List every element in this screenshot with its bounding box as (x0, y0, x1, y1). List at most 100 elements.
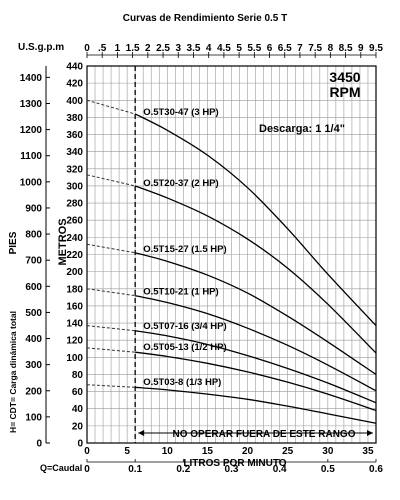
y2-tick-label: 1300 (20, 99, 43, 110)
series-dashed-line (86, 174, 136, 187)
y-tick-label: 160 (66, 301, 83, 312)
y2-tick-label: 200 (25, 386, 42, 397)
y-tick-label: 60 (72, 387, 84, 398)
series-dashed-line (86, 347, 136, 353)
series-label: O.5T05-13 (1/2 HP) (143, 342, 226, 353)
x-tick-label: 10 (162, 446, 174, 457)
series-label: O.5T10-21 (1 HP) (143, 286, 219, 297)
y-tick-label: 40 (72, 404, 84, 415)
x-tick-label: 20 (242, 446, 254, 457)
series-line (135, 294, 377, 392)
y2-tick-label: 900 (25, 203, 42, 214)
bottom-tick-label: 0.1 (128, 464, 142, 475)
x-tick-label: 30 (322, 446, 334, 457)
y-tick-label: 280 (66, 199, 83, 210)
top-tick-label: 7.5 (308, 43, 322, 54)
y-tick-label: 80 (72, 370, 84, 381)
series-label: O.5T30-47 (3 HP) (143, 107, 219, 118)
y-tick-label: 380 (66, 113, 83, 124)
top-tick-label: 4 (206, 43, 212, 54)
top-tick-label: 5 (236, 43, 242, 54)
series-line (134, 252, 377, 375)
y-tick-label: 200 (66, 267, 83, 278)
y2-tick-label: 400 (25, 334, 42, 345)
y2-tick-label: 100 (25, 412, 42, 423)
series-dashed-line (86, 99, 136, 115)
top-tick-label: 9.5 (369, 43, 383, 54)
top-tick-label: 8.5 (339, 43, 353, 54)
series-label: O.5T15-27 (1.5 HP) (143, 244, 226, 255)
top-tick-label: 3.5 (187, 43, 201, 54)
y-axis-label: METROS (57, 218, 69, 265)
y-tick-label: 300 (66, 181, 83, 192)
x-tick-label: 15 (202, 446, 214, 457)
y-tick-label: 340 (66, 147, 83, 158)
top-tick-label: 8 (328, 43, 334, 54)
limit-arrow-right-head (367, 430, 373, 436)
bottom-axis-label: Q=Caudal (40, 463, 82, 473)
bottom-tick-label: 0.5 (321, 464, 335, 475)
top-tick-label: 6.5 (278, 43, 292, 54)
y-tick-label: 140 (66, 319, 83, 330)
top-tick-label: 4.5 (217, 43, 231, 54)
y3-axis-label: H= CDT= Carga dinámica total (8, 311, 18, 433)
series-line (134, 113, 377, 327)
top-tick-label: 0 (84, 43, 90, 54)
top-axis-label: U.S.g.p.m (18, 42, 64, 53)
chart-title: Curvas de Rendimiento Serie 0.5 T (123, 13, 288, 24)
bottom-tick-label: 0 (84, 464, 90, 475)
series-dashed-line (86, 384, 136, 388)
y2-tick-label: 700 (25, 256, 42, 267)
series-dashed-line (86, 325, 136, 332)
series-line (135, 386, 377, 424)
bottom-tick-label: 0.2 (176, 464, 190, 475)
series-line (135, 330, 377, 404)
y2-tick-label: 1100 (20, 151, 42, 162)
y-tick-label: 260 (66, 216, 83, 227)
y2-tick-label: 1000 (20, 177, 43, 188)
y-tick-label: 440 (66, 62, 83, 73)
plot-frame (86, 65, 377, 444)
x-tick-label: 35 (362, 446, 374, 457)
bottom-tick-label: 0.4 (273, 464, 287, 475)
x-tick-label: 0 (84, 446, 90, 457)
y2-tick-label: 0 (36, 439, 42, 450)
limit-arrow-left-head (138, 430, 145, 436)
top-tick-label: 3 (175, 43, 181, 54)
y-tick-label: 320 (66, 164, 83, 175)
series-label: O.5T20-37 (2 HP) (143, 178, 219, 189)
series-line (134, 185, 377, 354)
series-label: O.5T03-8 (1/3 HP) (143, 377, 221, 388)
y-tick-label: 360 (66, 130, 83, 141)
top-tick-label: 1 (115, 43, 121, 54)
y2-tick-label: 1200 (20, 125, 43, 136)
top-tick-label: .5 (98, 43, 107, 54)
y-tick-label: 420 (66, 79, 83, 90)
y2-tick-label: 800 (25, 230, 42, 241)
bottom-tick-label: 0.6 (369, 464, 383, 475)
rpm-label: 3450 (329, 69, 360, 85)
y2-tick-label: 1400 (20, 73, 43, 84)
series-dashed-line (86, 288, 136, 297)
y-tick-label: 220 (66, 250, 83, 261)
top-tick-label: 1.5 (126, 43, 140, 54)
top-tick-label: 6 (267, 43, 273, 54)
x-tick-label: 25 (282, 446, 294, 457)
top-tick-label: 5.5 (247, 43, 261, 54)
top-tick-label: 2.5 (156, 43, 170, 54)
top-tick-label: 2 (145, 43, 151, 54)
y-tick-label: 180 (66, 284, 83, 295)
x-tick-label: 5 (124, 446, 130, 457)
series-line (135, 351, 377, 412)
discharge-label: Descarga: 1 1/4" (259, 123, 345, 135)
y-tick-label: 100 (66, 353, 83, 364)
rpm-unit: RPM (329, 84, 360, 100)
y-tick-label: 240 (66, 233, 83, 244)
y-tick-label: 20 (72, 421, 84, 432)
y2-tick-label: 300 (25, 360, 42, 371)
series-dashed-line (86, 243, 136, 254)
y-tick-label: 120 (66, 336, 83, 347)
y-tick-label: 0 (77, 439, 83, 450)
limit-label: NO OPERAR FUERA DE ESTE RANGO (173, 429, 356, 440)
y-tick-label: 400 (66, 96, 83, 107)
